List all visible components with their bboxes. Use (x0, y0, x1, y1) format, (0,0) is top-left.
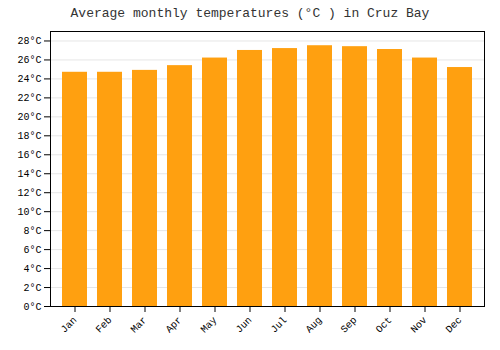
html-text:Average monthly temperatures (: Average monthly temperatures (°C ) in Cr… (70, 6, 430, 21)
svg-text:10°C: 10°C (17, 207, 41, 218)
svg-text:2°C: 2°C (23, 283, 41, 294)
svg-text:26°C: 26°C (17, 55, 41, 66)
svg-text:14°C: 14°C (17, 169, 41, 180)
svg-text:18°C: 18°C (17, 131, 41, 142)
svg-text:24°C: 24°C (17, 74, 41, 85)
svg-text:Feb: Feb (94, 315, 115, 336)
svg-text:22°C: 22°C (17, 93, 41, 104)
svg-text:Aug: Aug (304, 315, 325, 336)
svg-text:Jan: Jan (59, 315, 80, 336)
svg-text:6°C: 6°C (23, 245, 41, 256)
svg-text:Jul: Jul (269, 315, 290, 336)
svg-text:Dec: Dec (444, 315, 465, 336)
svg-text:8°C: 8°C (23, 226, 41, 237)
svg-text:12°C: 12°C (17, 188, 41, 199)
svg-text:28°C: 28°C (17, 36, 41, 47)
svg-text:Sep: Sep (339, 315, 360, 336)
svg-text:4°C: 4°C (23, 264, 41, 275)
svg-text:20°C: 20°C (17, 112, 41, 123)
svg-text:Mar: Mar (129, 315, 150, 336)
svg-text:May: May (199, 315, 220, 336)
svg-text:Apr: Apr (164, 315, 185, 336)
svg-text:0°C: 0°C (23, 302, 41, 313)
svg-text:Oct: Oct (374, 315, 395, 336)
svg-text:Nov: Nov (409, 315, 430, 336)
svg-text:16°C: 16°C (17, 150, 41, 161)
svg-text:Jun: Jun (234, 315, 255, 336)
